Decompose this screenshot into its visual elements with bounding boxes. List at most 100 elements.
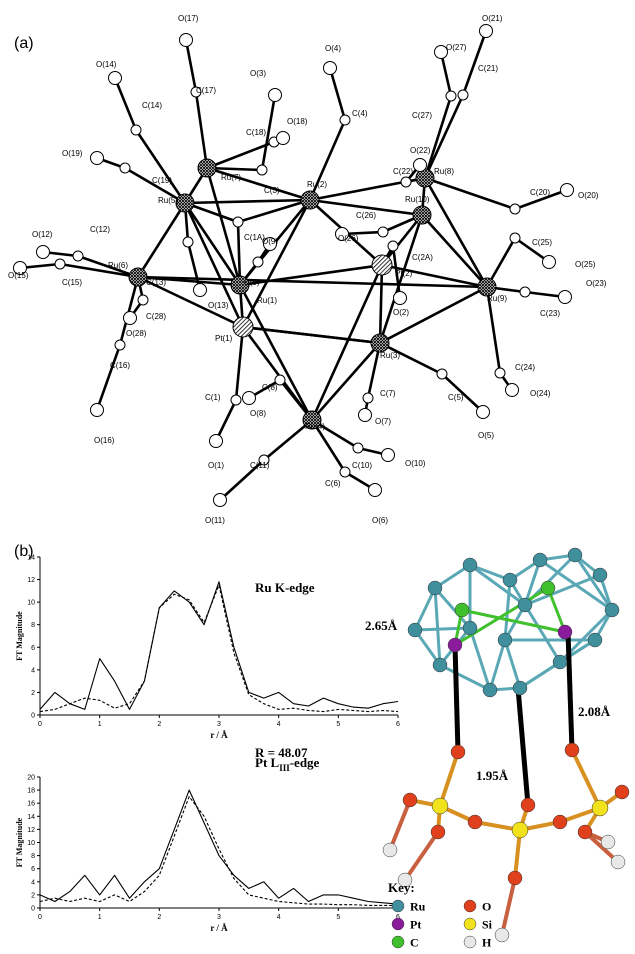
data-line	[40, 585, 398, 711]
atom-label: O(17)	[178, 14, 199, 23]
atom-label: O(22)	[410, 146, 431, 155]
chart-title-suffix: -edge	[290, 755, 320, 770]
model-atom	[512, 822, 528, 838]
atom	[233, 217, 243, 227]
atom-label: O(19)	[62, 149, 83, 158]
y-tick-label: 16	[27, 801, 35, 808]
atom	[277, 132, 290, 145]
model-atom	[403, 793, 417, 807]
model-bond	[405, 832, 438, 880]
y-tick-label: 20	[27, 775, 35, 782]
atom-label: O(8)	[250, 409, 266, 418]
atom	[194, 284, 207, 297]
y-tick-label: 12	[27, 827, 35, 834]
atom	[138, 295, 148, 305]
atom-label: C(10)	[352, 461, 372, 470]
key-label: H	[482, 936, 492, 950]
atom	[340, 115, 350, 125]
atom	[233, 317, 253, 337]
model-atom	[611, 855, 625, 869]
x-tick-label: 4	[277, 721, 281, 728]
y-tick-label: 4	[31, 667, 35, 674]
key-label: Ru	[410, 900, 426, 914]
model-atom	[495, 928, 509, 942]
bond	[138, 203, 185, 277]
y-tick-label: 10	[27, 840, 35, 847]
y-tick-label: 8	[31, 853, 35, 860]
y-tick-label: 8	[31, 622, 35, 629]
atom	[214, 494, 227, 507]
atom-label: O(7)	[375, 417, 391, 426]
distance-label: 1.95Å	[476, 768, 509, 783]
bond	[115, 78, 136, 130]
atom	[388, 241, 398, 251]
bond	[425, 178, 487, 287]
atom-label: Ru(4)	[305, 422, 325, 431]
model-bond	[462, 610, 565, 632]
model-atom	[428, 581, 442, 595]
model-bond	[390, 800, 410, 850]
x-axis-label: r / Å	[210, 923, 228, 933]
x-tick-label: 5	[336, 914, 340, 921]
model-atom	[605, 603, 619, 617]
atom	[520, 287, 530, 297]
x-axis-label: r / Å	[210, 730, 228, 740]
model-bond	[415, 628, 470, 630]
atom	[559, 291, 572, 304]
bond	[380, 265, 382, 343]
atom	[378, 227, 388, 237]
atom	[210, 435, 223, 448]
atom-label: O(21)	[482, 14, 503, 23]
atom	[414, 159, 427, 172]
x-tick-label: 5	[336, 721, 340, 728]
atom	[120, 163, 130, 173]
model-atom	[565, 743, 579, 757]
atom	[180, 34, 193, 47]
key-label: Pt	[410, 918, 421, 932]
atom	[176, 194, 194, 212]
model-atom	[468, 815, 482, 829]
model-atom	[448, 638, 462, 652]
x-tick-label: 2	[157, 721, 161, 728]
atom	[369, 484, 382, 497]
atom-label: Ru(1)	[257, 296, 277, 305]
model-atom	[541, 581, 555, 595]
atom	[446, 91, 456, 101]
atom-label: O(28)	[126, 329, 147, 338]
atom-label: C(7)	[380, 389, 396, 398]
distance-label: 2.65Å	[365, 618, 398, 633]
atom	[91, 404, 104, 417]
y-tick-label: 18	[27, 788, 35, 795]
bond	[196, 92, 207, 168]
x-tick-label: 0	[38, 721, 42, 728]
key-swatch	[464, 936, 476, 948]
atom-label: O(24)	[530, 389, 551, 398]
atom	[198, 159, 216, 177]
model-atom	[508, 871, 522, 885]
atom-label: O(9)	[262, 237, 278, 246]
model-atom	[553, 655, 567, 669]
y-tick-label: 0	[31, 906, 35, 913]
atom	[324, 62, 337, 75]
atom	[131, 125, 141, 135]
cluster-model: 2.65Å2.08Å1.95ÅKey:RuOPtSiCH	[365, 548, 629, 950]
atom	[394, 292, 407, 305]
model-atom	[451, 745, 465, 759]
model-atom	[503, 573, 517, 587]
atom-label: C(15)	[62, 278, 82, 287]
y-axis-label: FT Magnitude	[15, 611, 24, 661]
atom-label: O(14)	[96, 60, 117, 69]
model-bond	[470, 565, 525, 605]
atom-label: C(12)	[90, 225, 110, 234]
atom	[183, 237, 193, 247]
atom	[269, 89, 282, 102]
atom	[372, 255, 392, 275]
y-tick-label: 10	[27, 600, 35, 607]
model-atom	[588, 633, 602, 647]
atom-label: O(1)	[208, 461, 224, 470]
atom	[124, 312, 137, 325]
model-bond	[455, 645, 458, 752]
key-label: C	[410, 936, 419, 950]
atom-label: O(23)	[586, 279, 607, 288]
model-atom	[455, 603, 469, 617]
